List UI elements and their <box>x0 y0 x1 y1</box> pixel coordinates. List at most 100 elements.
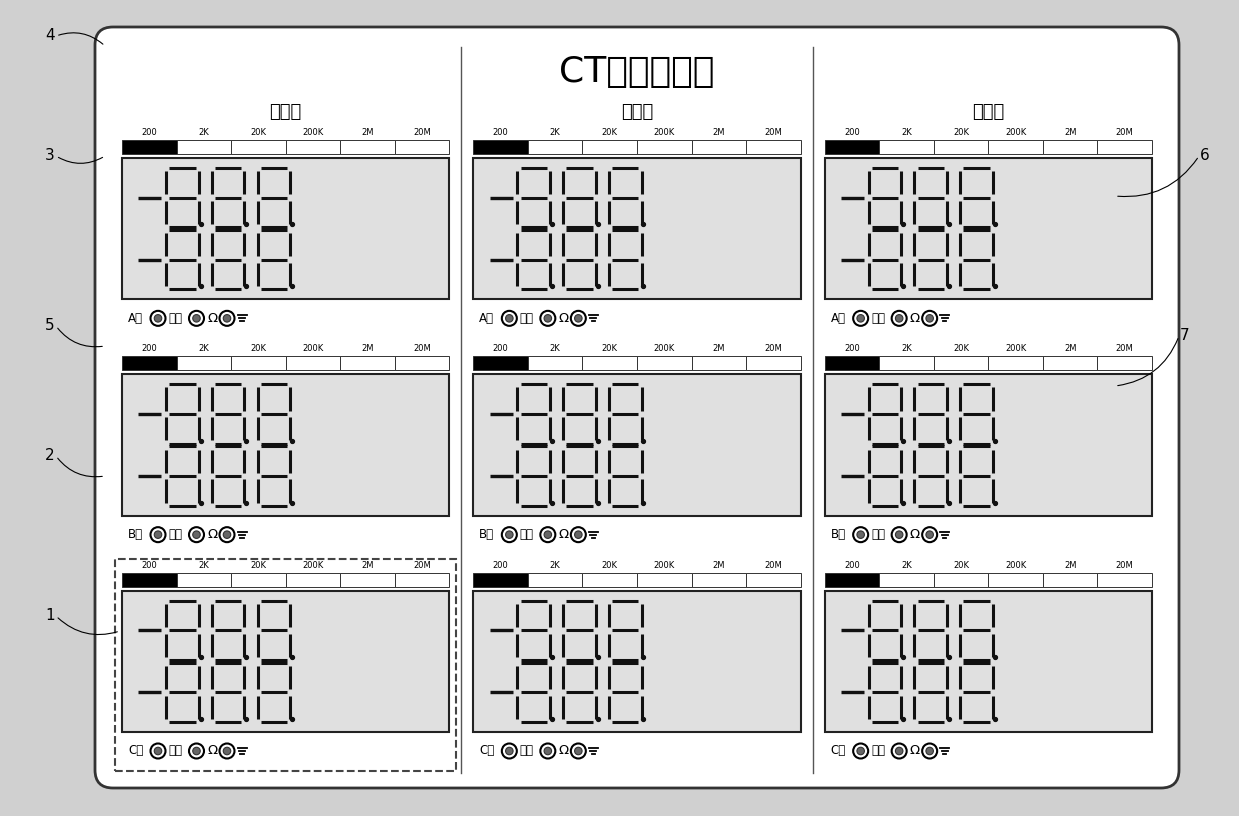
Text: 5: 5 <box>45 318 55 334</box>
Text: 200: 200 <box>141 561 157 570</box>
Text: 200K: 200K <box>654 128 675 137</box>
Circle shape <box>857 315 865 322</box>
Circle shape <box>922 527 937 542</box>
Circle shape <box>506 315 513 322</box>
Text: 第二组: 第二组 <box>621 103 653 121</box>
Text: B相: B相 <box>830 528 846 541</box>
Text: Ω: Ω <box>909 528 919 541</box>
Bar <box>121 357 176 370</box>
Bar <box>746 140 800 154</box>
Bar <box>880 357 934 370</box>
Bar <box>1043 140 1098 154</box>
Text: 20K: 20K <box>953 344 969 353</box>
Bar <box>934 140 989 154</box>
Circle shape <box>193 315 201 322</box>
Circle shape <box>506 747 513 755</box>
Text: Ω: Ω <box>559 528 569 541</box>
Text: 200K: 200K <box>1005 344 1026 353</box>
Circle shape <box>857 531 865 539</box>
Text: 读数: 读数 <box>169 312 182 325</box>
Circle shape <box>926 747 933 755</box>
Circle shape <box>540 311 555 326</box>
Text: 20M: 20M <box>764 128 782 137</box>
Bar <box>691 573 746 587</box>
Circle shape <box>922 311 937 326</box>
Bar <box>473 591 800 732</box>
Text: A相: A相 <box>830 312 846 325</box>
Bar <box>582 573 637 587</box>
Bar <box>825 591 1152 732</box>
Text: 2K: 2K <box>550 561 560 570</box>
Text: 20M: 20M <box>1116 344 1134 353</box>
Bar <box>1043 357 1098 370</box>
Bar <box>341 357 395 370</box>
Text: CT内阻测量仪: CT内阻测量仪 <box>559 55 715 89</box>
Circle shape <box>857 747 865 755</box>
Bar <box>746 357 800 370</box>
Bar <box>232 573 286 587</box>
Text: 读数: 读数 <box>169 744 182 757</box>
Circle shape <box>854 527 869 542</box>
Bar <box>341 140 395 154</box>
Text: 2K: 2K <box>198 128 209 137</box>
Circle shape <box>223 531 230 539</box>
Bar <box>121 375 450 516</box>
Text: 20M: 20M <box>1116 561 1134 570</box>
Text: 2K: 2K <box>901 128 912 137</box>
Text: 200K: 200K <box>302 561 323 570</box>
Circle shape <box>502 743 517 759</box>
Circle shape <box>544 531 551 539</box>
Text: 读数: 读数 <box>871 744 885 757</box>
Circle shape <box>219 743 234 759</box>
Text: 20K: 20K <box>953 128 969 137</box>
Circle shape <box>892 311 907 326</box>
Bar <box>473 140 528 154</box>
Text: 2M: 2M <box>1064 344 1077 353</box>
Circle shape <box>540 743 555 759</box>
Text: 20K: 20K <box>250 561 266 570</box>
Text: 读数: 读数 <box>520 528 534 541</box>
Circle shape <box>575 747 582 755</box>
Text: 20M: 20M <box>413 561 431 570</box>
Text: 200K: 200K <box>302 344 323 353</box>
Text: 4: 4 <box>45 29 55 43</box>
Bar <box>880 573 934 587</box>
Circle shape <box>926 531 933 539</box>
Circle shape <box>150 527 166 542</box>
Bar <box>989 573 1043 587</box>
Bar <box>1098 573 1152 587</box>
Text: Ω: Ω <box>559 312 569 325</box>
Circle shape <box>154 747 162 755</box>
Circle shape <box>502 527 517 542</box>
Text: Ω: Ω <box>207 312 217 325</box>
Text: 2K: 2K <box>901 344 912 353</box>
Bar <box>934 357 989 370</box>
Text: 200: 200 <box>493 561 508 570</box>
Text: 20M: 20M <box>413 128 431 137</box>
Bar <box>880 140 934 154</box>
Circle shape <box>150 743 166 759</box>
Text: 2K: 2K <box>198 344 209 353</box>
Circle shape <box>544 315 551 322</box>
Text: 第三组: 第三组 <box>973 103 1005 121</box>
Circle shape <box>926 315 933 322</box>
Text: 7: 7 <box>1181 329 1189 344</box>
Text: 200: 200 <box>844 128 860 137</box>
Bar <box>395 140 450 154</box>
Text: 20M: 20M <box>764 344 782 353</box>
Text: C相: C相 <box>830 744 846 757</box>
Text: 200: 200 <box>141 344 157 353</box>
Text: 200K: 200K <box>654 561 675 570</box>
Text: 200: 200 <box>493 128 508 137</box>
Text: Ω: Ω <box>559 744 569 757</box>
Text: 读数: 读数 <box>520 744 534 757</box>
Bar <box>286 140 341 154</box>
Circle shape <box>892 743 907 759</box>
Bar <box>637 140 691 154</box>
Circle shape <box>571 743 586 759</box>
Circle shape <box>571 311 586 326</box>
Text: 2: 2 <box>45 449 55 463</box>
Text: 20K: 20K <box>602 344 618 353</box>
Circle shape <box>154 315 162 322</box>
Circle shape <box>190 743 204 759</box>
